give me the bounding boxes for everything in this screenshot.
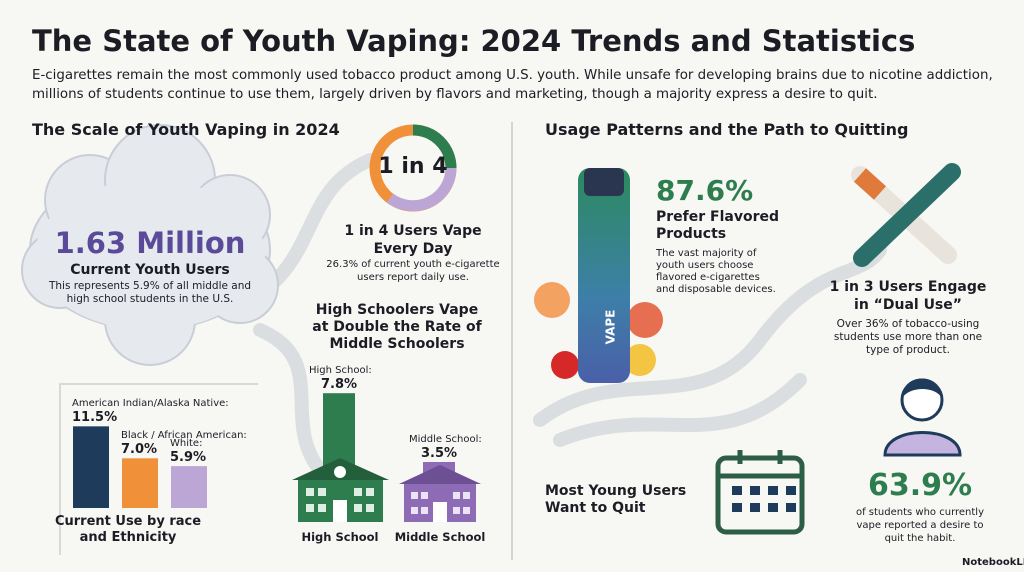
dual-use-icon [851, 163, 961, 267]
bar [73, 426, 109, 508]
calendar-days [732, 486, 796, 512]
donut [369, 124, 457, 212]
intro: E-cigarettes remain the most commonly us… [32, 68, 993, 102]
person-icon [883, 378, 962, 457]
smoke [243, 153, 887, 477]
daily-title: 1 in 4 Users Vape Every Day [344, 223, 482, 257]
calendar-icon [715, 450, 805, 535]
users-note: This represents 5.9% of all middle and h… [48, 280, 252, 305]
bar-value: 7.8% [321, 377, 358, 393]
bar-value: 5.9% [170, 450, 207, 466]
bar-value: 3.5% [421, 446, 458, 461]
bar-value: 11.5% [72, 410, 118, 426]
section-heading: Usage Patterns and the Path to Quitting [545, 120, 909, 139]
users-value: 1.63 Million [54, 226, 246, 260]
users-label: Current Youth Users [70, 262, 230, 278]
building-label: Middle School [394, 530, 486, 544]
race-chart-title: Current Use by race and Ethnicity [54, 514, 202, 545]
bar-category: High School: [309, 365, 372, 377]
bar [171, 466, 207, 508]
daily-note: 26.3% of current youth e-cigarette users… [326, 259, 500, 283]
section-heading: The Scale of Youth Vaping in 2024 [32, 120, 340, 139]
quit-value: 63.9% [867, 468, 973, 503]
title: The State of Youth Vaping: 2024 Trends a… [32, 24, 916, 58]
middle-school-building [399, 465, 481, 522]
flavored-note: The vast majority of youth users choose … [656, 248, 776, 295]
building-label: High School [301, 530, 379, 544]
bar-category: White: [170, 438, 203, 450]
dual-use-title: 1 in 3 Users Engage in “Dual Use” [829, 279, 987, 313]
bar-category: American Indian/Alaska Native: [72, 398, 229, 410]
daily-ratio: 1 in 4 [378, 154, 448, 179]
quit-note: of students who currently vape reported … [855, 507, 985, 544]
vape-device [534, 168, 663, 383]
bar [122, 458, 158, 508]
bar-value: 7.0% [121, 442, 158, 458]
quit-heading: Most Young Users Want to Quit [545, 483, 687, 516]
race-chart-frame [59, 383, 258, 555]
bar-category: Black / African American: [121, 430, 247, 442]
school-chart-title: High Schoolers Vape at Double the Rate o… [312, 302, 482, 352]
cloud [21, 124, 279, 366]
device-label: VAPE [603, 309, 618, 345]
flavored-title: Prefer Flavored Products [656, 209, 779, 242]
flavored-value: 87.6% [656, 174, 754, 207]
bar-category: Middle School: [409, 434, 482, 445]
high-school-building [292, 458, 389, 522]
dual-use-note: Over 36% of tobacco-using students use m… [833, 318, 983, 356]
brand: NotebookLM [962, 557, 1024, 568]
